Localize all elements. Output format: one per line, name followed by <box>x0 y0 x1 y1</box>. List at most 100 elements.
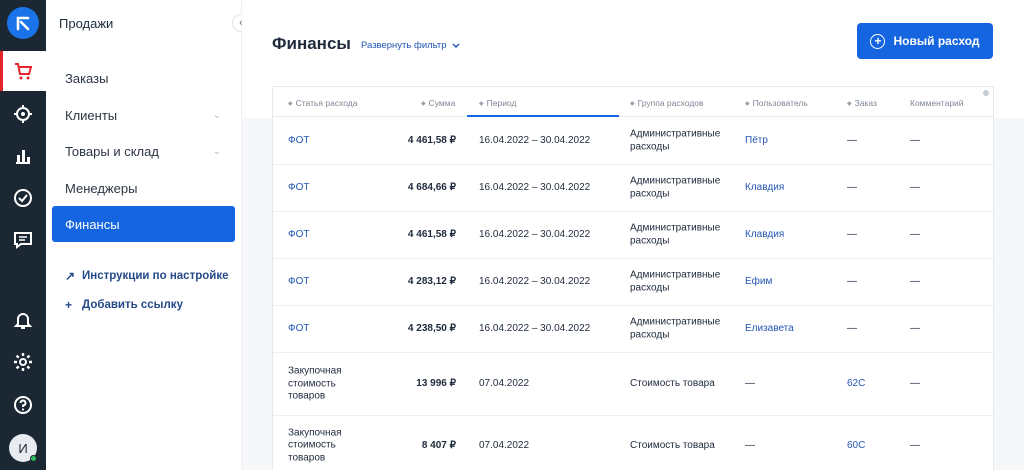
bar-chart-icon[interactable] <box>0 136 46 176</box>
main-content: Финансы Развернуть фильтр + Новый расход… <box>242 0 1024 470</box>
cell-item[interactable]: ФОТ <box>288 181 310 193</box>
cell-user[interactable]: Ефим <box>745 275 773 287</box>
sort-icon: ◆ <box>288 100 293 107</box>
new-expense-button[interactable]: + Новый расход <box>857 23 993 59</box>
sort-icon: ◆ <box>630 100 635 107</box>
table-settings-icon[interactable] <box>983 90 989 96</box>
cell-order: — <box>847 228 857 240</box>
column-header-group[interactable]: ◆ Группа расходов <box>630 98 704 108</box>
column-label: Заказ <box>854 98 877 108</box>
sort-icon: ◆ <box>479 100 484 107</box>
cell-user[interactable]: Клавдия <box>745 181 785 193</box>
table-row[interactable]: ФОТ 4 238,50 ₽ 16.04.2022 – 30.04.2022 Адми… <box>273 306 993 353</box>
cell-sum: 4 283,12 ₽ <box>407 275 456 287</box>
check-circle-icon[interactable] <box>0 178 46 218</box>
cell-period: 07.04.2022 <box>479 439 530 451</box>
cell-sum: 4 684,66 ₽ <box>407 181 456 193</box>
table-row[interactable]: ФОТ 4 684,66 ₽ 16.04.2022 – 30.04.2022 Адми… <box>273 165 993 212</box>
chat-icon[interactable] <box>0 220 46 260</box>
sidebar-item-label: Товары и склад <box>65 143 159 159</box>
column-header-order[interactable]: ◆ Заказ <box>847 98 877 108</box>
active-sort-indicator <box>467 115 619 117</box>
table-header: ◆ Статья расхода ◆ Сумма ◆ Период ◆ Группа р… <box>273 87 993 117</box>
cell-period: 07.04.2022 <box>479 377 530 389</box>
cell-comment: — <box>910 377 920 389</box>
sidebar-item-managers[interactable]: Менеджеры <box>52 170 235 206</box>
cell-period: 16.04.2022 – 30.04.2022 <box>479 134 591 146</box>
gear-icon[interactable] <box>0 342 46 382</box>
bell-icon[interactable] <box>0 300 46 340</box>
avatar[interactable]: И <box>9 434 37 462</box>
cell-group: Стоимость товара <box>630 377 715 389</box>
cell-item[interactable]: ФОТ <box>288 134 310 146</box>
chevron-down-icon: ⌄ <box>212 109 221 121</box>
cell-item[interactable]: ФОТ <box>288 275 310 287</box>
sidebar-item-label: Клиенты <box>65 107 118 123</box>
cell-period: 16.04.2022 – 30.04.2022 <box>479 275 591 287</box>
sidebar-item-label: Заказы <box>65 70 109 86</box>
setup-instructions-link[interactable]: ↗ Инструкции по настройке <box>65 269 228 283</box>
cart-icon[interactable] <box>0 51 46 91</box>
cell-sum: 13 996 ₽ <box>416 377 456 389</box>
table-row[interactable]: ФОТ 4 461,58 ₽ 16.04.2022 – 30.04.2022 Адми… <box>273 212 993 259</box>
expand-filter-toggle[interactable]: Развернуть фильтр <box>361 40 460 51</box>
chevron-down-icon <box>452 43 460 48</box>
sort-icon: ◆ <box>745 100 750 107</box>
cell-order[interactable]: 60С <box>847 439 866 451</box>
sort-icon: ◆ <box>421 100 426 107</box>
cell-group: Административные расходы <box>630 222 721 247</box>
online-status-dot <box>30 455 37 462</box>
cell-user[interactable]: Клавдия <box>745 228 785 240</box>
sidebar-item-clients[interactable]: Клиенты ⌄ <box>52 97 235 133</box>
cell-order[interactable]: 62С <box>847 377 866 389</box>
column-label: Пользователь <box>752 98 808 108</box>
logo-icon[interactable] <box>7 7 39 39</box>
icon-rail: И <box>0 0 46 470</box>
cell-comment: — <box>910 439 920 451</box>
sidebar-item-orders[interactable]: Заказы <box>52 60 235 96</box>
cell-user: — <box>745 439 755 451</box>
table-row[interactable]: Закупочная стоимость товаров 8 407 ₽ 07.04… <box>273 416 993 470</box>
sidebar-section-title: Продажи <box>59 16 114 31</box>
cell-item[interactable]: ФОТ <box>288 228 310 240</box>
cell-comment: — <box>910 181 920 193</box>
column-header-sum[interactable]: ◆ Сумма <box>421 98 455 108</box>
cell-comment: — <box>910 134 920 146</box>
cell-user: — <box>745 377 755 389</box>
cell-user[interactable]: Елизавета <box>745 322 794 334</box>
sidebar-item-finance[interactable]: Финансы <box>52 206 235 242</box>
column-label: Комментарий <box>910 98 964 108</box>
column-header-comment[interactable]: Комментарий <box>910 98 964 108</box>
help-icon[interactable] <box>0 385 46 425</box>
column-header-item[interactable]: ◆ Статья расхода <box>288 98 357 108</box>
cell-item: Закупочная стоимость товаров <box>288 426 342 463</box>
cell-order: — <box>847 181 857 193</box>
cell-group: Стоимость товара <box>630 439 715 451</box>
chevron-left-icon: ‹ <box>239 17 243 29</box>
column-header-period[interactable]: ◆ Период <box>479 98 516 108</box>
table-row[interactable]: ФОТ 4 461,58 ₽ 16.04.2022 – 30.04.2022 Адми… <box>273 118 993 165</box>
cell-group: Административные расходы <box>630 316 721 341</box>
cell-sum: 4 461,58 ₽ <box>407 228 456 240</box>
arrow-up-right-icon: ↗ <box>65 269 76 283</box>
add-link-button[interactable]: + Добавить ссылку <box>65 298 183 312</box>
expenses-table: ◆ Статья расхода ◆ Сумма ◆ Период ◆ Группа р… <box>272 86 994 470</box>
sort-icon: ◆ <box>847 100 852 107</box>
column-label: Группа расходов <box>637 98 704 108</box>
cell-period: 16.04.2022 – 30.04.2022 <box>479 322 591 334</box>
link-label: Добавить ссылку <box>82 299 183 311</box>
sidebar-item-goods-warehouse[interactable]: Товары и склад ⌄ <box>52 133 235 169</box>
column-header-user[interactable]: ◆ Пользователь <box>745 98 808 108</box>
cell-user[interactable]: Пётр <box>745 134 768 146</box>
cell-order: — <box>847 134 857 146</box>
plus-icon: + <box>65 298 73 312</box>
table-row[interactable]: Закупочная стоимость товаров 13 996 ₽ 07.0… <box>273 353 993 416</box>
cell-item[interactable]: ФОТ <box>288 322 310 334</box>
cell-comment: — <box>910 275 920 287</box>
cell-comment: — <box>910 228 920 240</box>
cell-sum: 8 407 ₽ <box>421 439 456 451</box>
chevron-down-icon: ⌄ <box>212 145 221 157</box>
target-icon[interactable] <box>0 94 46 134</box>
sidebar-item-label: Менеджеры <box>65 180 138 196</box>
table-row[interactable]: ФОТ 4 283,12 ₽ 16.04.2022 – 30.04.2022 Адми… <box>273 259 993 306</box>
